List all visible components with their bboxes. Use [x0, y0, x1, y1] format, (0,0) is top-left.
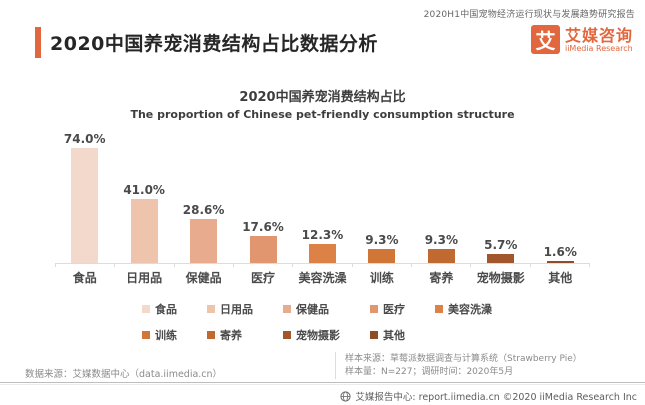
- axis-tick: [175, 264, 234, 267]
- axis-tick: [55, 264, 116, 267]
- axis-tick: [115, 264, 175, 267]
- bar-chart: 2020中国养宠消费结构占比 The proportion of Chinese…: [30, 86, 615, 343]
- legend-swatch: [207, 305, 215, 313]
- legend-item: 宠物摄影: [283, 327, 340, 343]
- chart-bar: [427, 249, 455, 263]
- axis-tick: [234, 264, 294, 267]
- legend-swatch: [142, 331, 150, 339]
- bar-value-label: 12.3%: [301, 228, 344, 242]
- brand-name-en: iiMedia Research: [564, 43, 633, 53]
- legend-item: 医疗: [370, 301, 405, 317]
- legend-swatch: [283, 305, 291, 313]
- legend-label: 宠物摄影: [296, 329, 340, 342]
- bar-column: 17.6%: [233, 220, 292, 263]
- x-axis-line: [55, 263, 590, 267]
- legend-label: 训练: [155, 329, 177, 342]
- page-title-row: 2020中国养宠消费结构占比数据分析: [35, 27, 378, 58]
- title-accent-bar: [35, 27, 41, 58]
- brand-logo: 艾 艾媒咨询 iiMedia Research: [530, 25, 633, 54]
- chart-legend: 食品 日用品 保健品 医疗 美容洗澡训练 寄养 宠物摄影 其他: [142, 301, 615, 343]
- chart-bar: [190, 219, 218, 263]
- x-axis-label: 美容洗澡: [298, 271, 347, 285]
- axis-tick: [412, 264, 472, 267]
- x-axis-label: 医疗: [251, 271, 276, 285]
- bar-value-label: 9.3%: [365, 233, 399, 247]
- bar-column: 74.0%: [55, 132, 114, 263]
- axis-tick: [353, 264, 412, 267]
- bar-column: 41.0%: [114, 183, 173, 263]
- legend-label: 医疗: [383, 303, 405, 316]
- legend-item: 其他: [370, 327, 405, 343]
- axis-tick: [471, 264, 531, 267]
- bar-value-label: 17.6%: [242, 220, 284, 234]
- legend-label: 其他: [383, 329, 405, 342]
- chart-subtitle: The proportion of Chinese pet-friendly c…: [130, 108, 515, 121]
- legend-label: 美容洗澡: [448, 303, 492, 316]
- globe-icon: [340, 390, 352, 402]
- brand-logo-icon: 艾: [530, 25, 560, 54]
- legend-swatch: [283, 331, 291, 339]
- bar-value-label: 28.6%: [182, 203, 225, 217]
- bar-column: 9.3%: [352, 233, 411, 263]
- plot-area: 74.0% 41.0% 28.6% 17.6% 12.3% 9.3% 9.3% 5.7% 1.6…: [55, 129, 590, 263]
- axis-tick: [531, 264, 590, 267]
- x-axis-label: 寄养: [429, 271, 454, 285]
- chart-bar: [368, 249, 396, 263]
- legend-item: 日用品: [207, 301, 253, 317]
- legend-label: 保健品: [296, 303, 329, 316]
- legend-label: 食品: [155, 303, 177, 316]
- chart-bar: [71, 148, 99, 263]
- x-axis-labels: 食品 日用品 保健品 医疗 美容洗澡 训练 寄养 宠物摄影 其他: [55, 269, 590, 286]
- bar-value-label: 9.3%: [424, 233, 458, 247]
- bar-column: 1.6%: [531, 245, 590, 263]
- chart-bar: [130, 199, 158, 263]
- legend-item: 保健品: [283, 301, 340, 317]
- sample-info-line: 样本量：N=227；调研时间：2020年5月: [345, 366, 514, 377]
- data-source-note: 数据来源：艾媒数据中心（data.iimedia.cn）: [25, 369, 223, 380]
- x-axis-label: 其他: [548, 271, 573, 285]
- report-series-tag: 2020H1中国宠物经济运行现状与发展趋势研究报告: [423, 10, 635, 20]
- brand-name-cn: 艾媒咨询: [564, 25, 633, 45]
- page-title: 2020中国养宠消费结构占比数据分析: [50, 33, 378, 55]
- legend-item: 美容洗澡: [435, 301, 492, 317]
- footer-copyright-text: 艾媒报告中心: report.iimedia.cn ©2020 iiMedia …: [355, 392, 637, 403]
- bar-column: 28.6%: [174, 203, 233, 263]
- bar-column: 9.3%: [412, 233, 471, 263]
- sample-source-line: 样本来源：草莓派数据调查与计算系统（Strawberry Pie）: [345, 354, 582, 364]
- chart-bar: [249, 236, 277, 263]
- x-axis-label: 训练: [369, 271, 394, 285]
- legend-item: 食品: [142, 301, 177, 317]
- sample-note: 样本来源：草莓派数据调查与计算系统（Strawberry Pie） 样本量：N=…: [345, 353, 582, 378]
- brand-logo-text: 艾媒咨询 iiMedia Research: [565, 27, 633, 53]
- chart-bar: [546, 261, 574, 263]
- bar-column: 12.3%: [293, 228, 352, 263]
- chart-bar: [487, 254, 515, 263]
- legend-swatch: [435, 305, 443, 313]
- legend-item: 寄养: [207, 327, 253, 343]
- legend-swatch: [370, 331, 378, 339]
- legend-swatch: [142, 305, 150, 313]
- bar-value-label: 5.7%: [484, 238, 518, 252]
- bar-value-label: 74.0%: [63, 132, 106, 146]
- axis-tick: [293, 264, 353, 267]
- x-axis-label: 日用品: [126, 271, 163, 285]
- legend-swatch: [370, 305, 378, 313]
- chart-bar: [308, 244, 336, 263]
- x-axis-label: 保健品: [185, 271, 222, 285]
- x-axis-label: 宠物摄影: [476, 271, 525, 285]
- x-axis-label: 食品: [72, 271, 97, 285]
- footer-divider: [0, 382, 645, 385]
- footnote-divider: [335, 352, 336, 379]
- legend-label: 日用品: [220, 303, 253, 316]
- footer-copyright: 艾媒报告中心: report.iimedia.cn ©2020 iiMedia …: [340, 389, 637, 403]
- legend-item: 训练: [142, 327, 177, 343]
- bar-value-label: 41.0%: [123, 183, 165, 197]
- bar-value-label: 1.6%: [543, 245, 577, 259]
- legend-label: 寄养: [220, 329, 242, 342]
- bar-column: 5.7%: [471, 238, 530, 263]
- legend-swatch: [207, 331, 215, 339]
- chart-title: 2020中国养宠消费结构占比: [239, 90, 406, 105]
